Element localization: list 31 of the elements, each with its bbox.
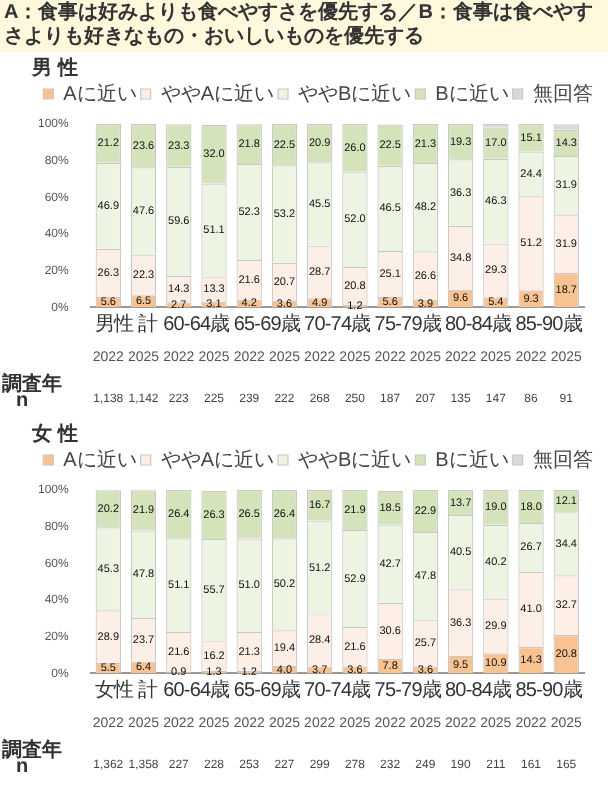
- legend-label: 無回答: [532, 447, 593, 472]
- text: n: [16, 756, 29, 778]
- text: 80-84歳: [445, 311, 512, 338]
- text: 調査年: [2, 736, 62, 762]
- legend-label: Bに近い: [435, 81, 509, 106]
- text: n: [16, 390, 29, 412]
- text: 65-69歳: [233, 311, 300, 338]
- legend-label: ややAに近い: [160, 81, 274, 106]
- chart-subtitle: 女 性: [30, 421, 78, 446]
- text: 75-79歳: [374, 311, 441, 338]
- text: 85-90歳: [515, 677, 582, 704]
- legend-label: Bに近い: [435, 447, 509, 472]
- text: 75-79歳: [374, 677, 441, 704]
- legend-label: ややAに近い: [160, 447, 274, 472]
- text: 70-74歳: [304, 311, 371, 338]
- legend-label: ややBに近い: [298, 81, 412, 106]
- text: 65-69歳: [233, 677, 300, 704]
- text: 60-64歳: [163, 677, 230, 704]
- legend-label: Aに近い: [63, 447, 137, 472]
- legend-label: Aに近い: [63, 81, 137, 106]
- text: 60-64歳: [163, 311, 230, 338]
- text: 85-90歳: [515, 311, 582, 338]
- text: 男性 計: [94, 311, 158, 338]
- chart-title: A：食事は好みよりも食べやすさを優先する／B：食事は食べやすさよりも好きなもの・おいしいものを優先する: [0, 0, 608, 52]
- text: 女性 計: [94, 677, 158, 704]
- legend-label: ややBに近い: [298, 447, 412, 472]
- chart-subtitle: 男 性: [30, 55, 78, 80]
- legend-label: 無回答: [532, 81, 593, 106]
- text: 70-74歳: [304, 677, 371, 704]
- text: 80-84歳: [445, 677, 512, 704]
- text: 調査年: [2, 370, 62, 396]
